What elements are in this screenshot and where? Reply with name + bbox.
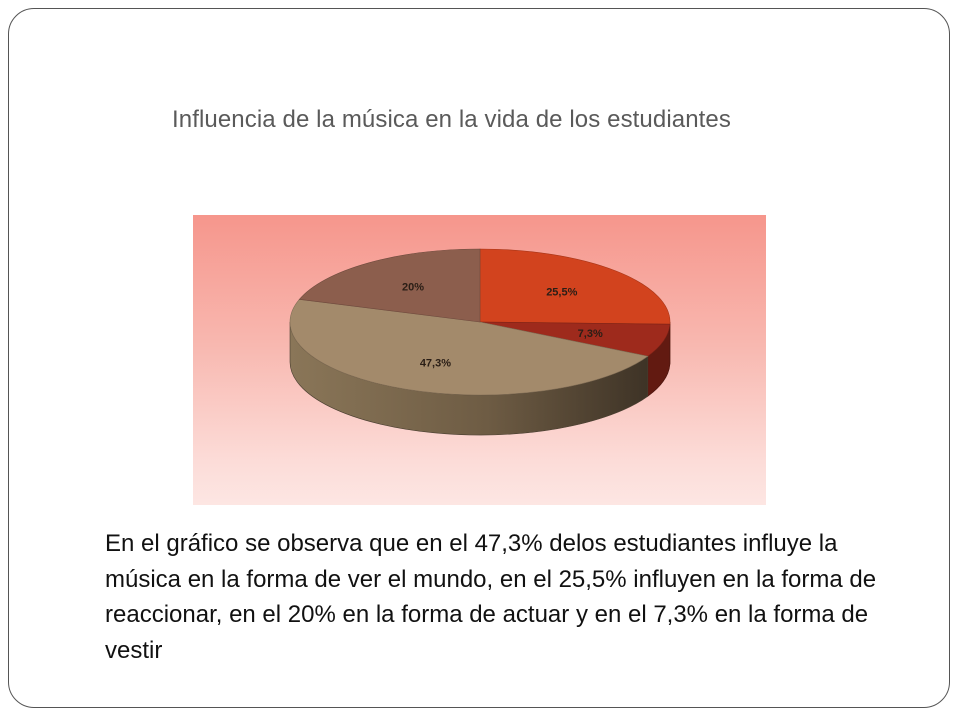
pie-data-label-7-3: 7,3% (578, 328, 603, 340)
pie-chart: 25,5% 7,3% 47,3% 20% (193, 215, 766, 505)
pie-slice-25-5 (479, 248, 671, 325)
slide-body-text: En el gráfico se observa que en el 47,3%… (105, 530, 877, 664)
pie-slice-20 (298, 248, 481, 323)
slide-title: Influencia de la música en la vida de lo… (172, 106, 731, 133)
pie-chart-svg: 25,5% 7,3% 47,3% 20% (289, 248, 671, 436)
pie-data-label-47-3: 47,3% (420, 357, 451, 369)
pie-data-label-20: 20% (402, 282, 424, 294)
pie-slice-47-3 (289, 299, 649, 396)
pie-data-label-25-5: 25,5% (546, 286, 577, 298)
